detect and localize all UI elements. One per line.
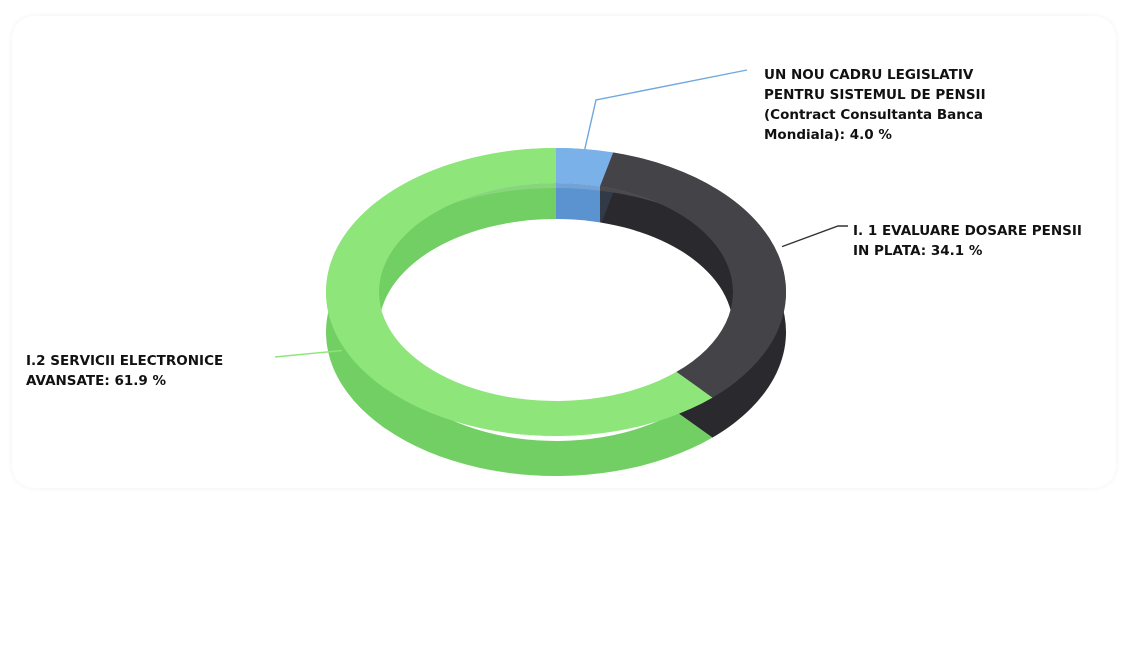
leader-line-1 bbox=[781, 225, 848, 248]
slice-label-line: I.2 SERVICII ELECTRONICE bbox=[26, 353, 224, 369]
slice-label-servicii-electronice: I.2 SERVICII ELECTRONICE AVANSATE: 61.9 … bbox=[26, 351, 223, 391]
slice-label-line: PENTRU SISTEMUL DE PENSII bbox=[764, 87, 986, 103]
slice-label-line: UN NOU CADRU LEGISLATIV bbox=[764, 67, 974, 83]
slice-label-line: Mondiala): 4.0 % bbox=[764, 127, 892, 143]
slice-label-evaluare-dosare: I. 1 EVALUARE DOSARE PENSII IN PLATA: 34… bbox=[853, 221, 1082, 261]
chart-reflection bbox=[0, 515, 1124, 655]
donut-slice-inner-wall-1 bbox=[600, 186, 734, 408]
donut-hole bbox=[379, 219, 733, 437]
leader-line-2 bbox=[274, 349, 342, 358]
donut-slice-top-2[interactable] bbox=[326, 147, 713, 436]
donut-plot bbox=[274, 69, 848, 476]
slice-label-line: IN PLATA: 34.1 % bbox=[853, 243, 983, 259]
donut-slice-inner-wall-0 bbox=[556, 183, 601, 223]
slice-label-line: I. 1 EVALUARE DOSARE PENSII bbox=[853, 223, 1082, 239]
donut-slice-top-0[interactable] bbox=[556, 148, 614, 187]
slice-label-line: (Contract Consultanta Banca bbox=[764, 107, 983, 123]
leader-line-0 bbox=[584, 69, 748, 150]
slice-label-cadru-legislativ: UN NOU CADRU LEGISLATIV PENTRU SISTEMUL … bbox=[764, 65, 986, 145]
slice-label-line: AVANSATE: 61.9 % bbox=[26, 373, 166, 389]
donut-slice-top-1[interactable] bbox=[600, 152, 787, 398]
